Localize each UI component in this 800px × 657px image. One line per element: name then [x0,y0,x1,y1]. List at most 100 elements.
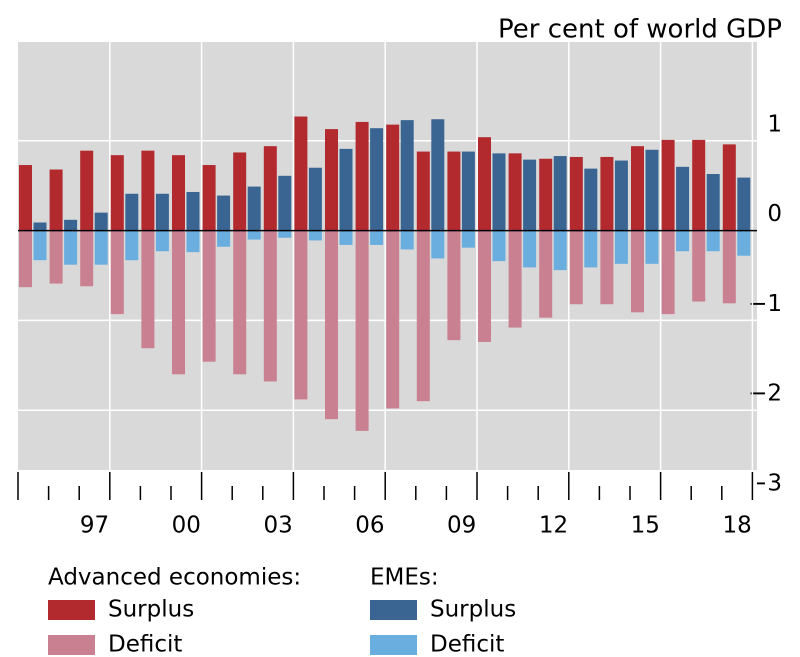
bar [110,155,124,231]
y-tick-label: 0 [767,201,782,227]
bar [125,193,139,231]
bar [461,230,475,248]
bar [614,160,628,231]
bar [33,230,47,261]
bar [569,156,583,231]
bar [722,230,736,304]
bar [370,230,384,245]
bar [172,230,185,375]
bar [553,230,567,271]
bar [355,121,369,231]
bar [110,230,124,315]
bar [539,230,553,318]
bar [631,230,644,313]
bar [492,230,506,262]
bar [294,116,308,231]
bar [614,230,628,264]
bar [661,139,675,231]
bar [141,150,155,231]
bar [233,152,247,231]
bar [202,230,216,362]
legend-swatch [370,600,417,620]
bar [692,139,706,231]
bar [263,230,277,382]
bar [569,230,583,305]
bar [49,230,63,284]
bar [141,230,155,349]
legend-swatch [48,635,95,655]
bar [64,230,78,265]
bar [49,169,63,231]
bar [325,230,338,420]
bar [600,156,614,231]
bar [600,230,614,305]
bar [125,230,139,261]
legend-swatch [370,635,417,655]
bar [325,129,338,231]
bar [294,230,308,400]
bar [523,159,537,231]
x-tick-label: 15 [631,513,660,539]
bar [508,230,522,328]
legend-label: Surplus [108,597,194,623]
bar [278,230,292,238]
bar [355,230,369,431]
bar [584,168,598,231]
y-tick-label: −2 [748,381,782,407]
bar [94,230,108,265]
x-tick-label: 00 [172,513,201,539]
bar [478,230,491,342]
bar [508,153,522,231]
bar [645,230,659,264]
bar [308,230,322,241]
bar [478,137,491,231]
legend-swatch [48,600,95,620]
bar [492,153,506,231]
bar [80,230,94,287]
legend-label: Deficit [108,632,182,657]
bar [370,128,384,231]
bar [217,195,231,231]
bar [247,230,261,240]
bar [155,193,169,231]
bar [447,151,461,231]
bar [19,165,32,231]
bar [400,230,414,250]
bar [706,230,720,252]
x-tick-label: 09 [447,513,476,539]
x-tick-label: 06 [355,513,384,539]
bar [431,230,445,259]
bar [155,230,169,252]
bar [737,230,751,256]
bar [431,119,445,231]
legend-label: Deficit [430,632,504,657]
bar [278,175,292,231]
x-tick-label: 03 [263,513,292,539]
bar [692,230,706,302]
bar [217,230,231,247]
bar [523,230,537,268]
bar [386,124,400,231]
y-tick-label: −1 [748,291,782,317]
bar [737,177,751,231]
bar [33,222,47,231]
y-tick-label: 1 [767,111,782,137]
legend-group-title: EMEs: [370,565,439,591]
bar [400,120,414,231]
bar [247,186,261,231]
bar [416,151,430,231]
bar [202,165,216,231]
x-tick-label: 12 [539,513,568,539]
bar [186,230,200,253]
bar [539,158,553,231]
bar [19,230,32,288]
y-axis-label: Per cent of world GDP [498,15,782,45]
bar [676,230,690,252]
bar [661,230,675,315]
x-tick-label: 18 [722,513,751,539]
bar [80,150,94,231]
bar [676,166,690,231]
bar [263,146,277,231]
bar [386,230,400,409]
